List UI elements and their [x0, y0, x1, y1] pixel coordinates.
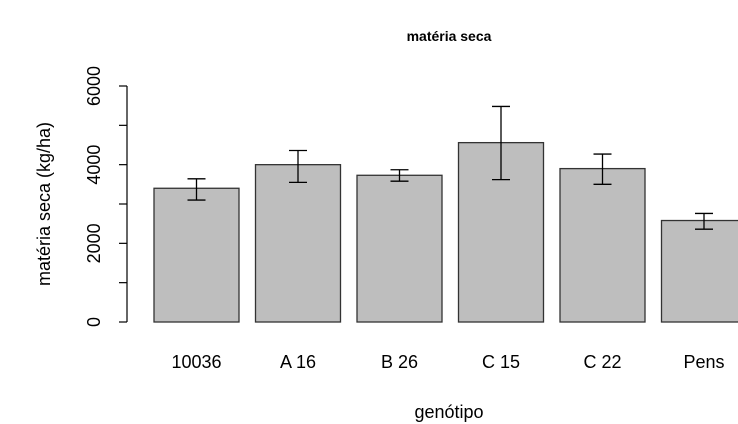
error-bars-group: [187, 105, 713, 230]
x-tick-label: C 15: [482, 352, 520, 372]
error-bar: [593, 153, 612, 185]
bar-c-22: [559, 167, 646, 323]
y-axis-label: matéria seca (kg/ha): [34, 122, 54, 286]
x-tick-label: A 16: [280, 352, 316, 372]
y-tick-label: 6000: [84, 66, 104, 106]
bar-a-16: [254, 164, 342, 323]
error-bar: [187, 178, 206, 201]
y-tick-label: 4000: [84, 145, 104, 185]
bars-group: [153, 141, 738, 323]
x-tick-labels-group: 10036 A 16 B 26 C 15 C 22 Pens: [171, 352, 724, 372]
x-axis-label: genótipo: [414, 402, 483, 422]
x-tick-label: B 26: [381, 352, 418, 372]
x-tick-label: 10036: [171, 352, 221, 372]
error-bar: [492, 105, 510, 181]
y-tick-label: 2000: [84, 223, 104, 263]
error-bar: [695, 212, 713, 230]
y-ticks-group: 0 2000 4000 6000: [84, 66, 127, 327]
error-bar: [289, 149, 307, 184]
chart-title: matéria seca: [407, 28, 492, 44]
y-tick-label: 0: [84, 317, 104, 327]
bar-10036: [153, 187, 240, 323]
bar-pens: [660, 219, 738, 323]
error-bar: [390, 169, 409, 182]
x-tick-label: C 22: [583, 352, 621, 372]
x-tick-label: Pens: [683, 352, 724, 372]
bar-b-26: [356, 174, 443, 323]
